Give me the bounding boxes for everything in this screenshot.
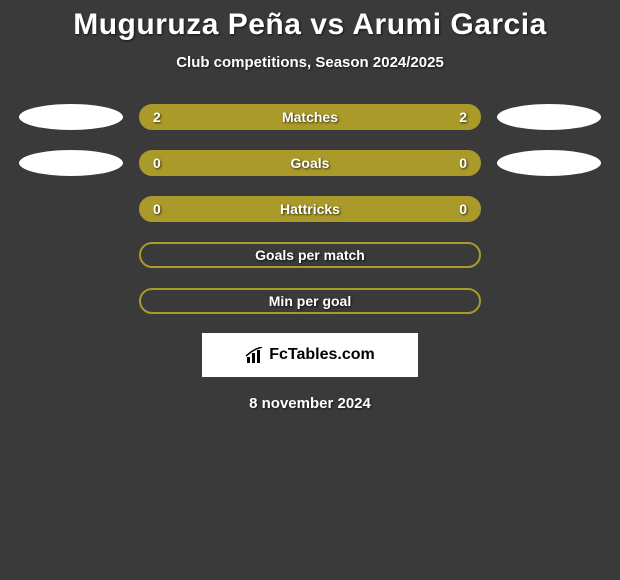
page-title: Muguruza Peña vs Arumi Garcia (0, 8, 620, 42)
stat-row: 2 Matches 2 (0, 103, 620, 131)
stat-row: Min per goal (0, 287, 620, 315)
player-left-marker (19, 104, 123, 130)
stat-left-value: 0 (153, 201, 161, 217)
stat-bar: 2 Matches 2 (139, 104, 481, 130)
stat-label: Hattricks (280, 201, 340, 217)
stat-bar: 0 Goals 0 (139, 150, 481, 176)
stat-bar: Goals per match (139, 242, 481, 268)
stat-right-value: 0 (459, 155, 467, 171)
stat-label: Matches (282, 109, 338, 125)
player-left-marker (19, 150, 123, 176)
stat-label: Min per goal (269, 293, 351, 309)
stat-left-value: 0 (153, 155, 161, 171)
player-right-marker (497, 150, 601, 176)
chart-icon (245, 347, 265, 363)
stat-right-value: 0 (459, 201, 467, 217)
infographic-root: Muguruza Peña vs Arumi Garcia Club compe… (0, 0, 620, 412)
stat-row: 0 Goals 0 (0, 149, 620, 177)
stat-left-value: 2 (153, 109, 161, 125)
stat-label: Goals (291, 155, 330, 171)
stat-bar: Min per goal (139, 288, 481, 314)
stat-row: Goals per match (0, 241, 620, 269)
stats-list: 2 Matches 2 0 Goals 0 0 Hattricks 0 Goals per mat… (0, 103, 620, 315)
stat-right-value: 2 (459, 109, 467, 125)
subtitle: Club competitions, Season 2024/2025 (0, 54, 620, 71)
stat-row: 0 Hattricks 0 (0, 195, 620, 223)
stat-label: Goals per match (255, 247, 365, 263)
stat-bar: 0 Hattricks 0 (139, 196, 481, 222)
player-right-marker (497, 104, 601, 130)
date-label: 8 november 2024 (0, 395, 620, 412)
brand-box: FcTables.com (202, 333, 418, 377)
brand-label: FcTables.com (269, 346, 375, 364)
